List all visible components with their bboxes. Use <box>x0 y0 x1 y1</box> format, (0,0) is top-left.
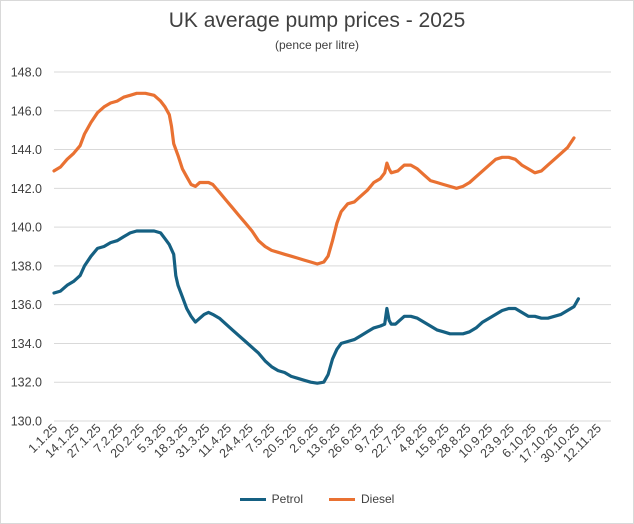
y-tick-label: 142.0 <box>11 182 42 196</box>
series-lines <box>52 91 580 385</box>
y-tick-label: 138.0 <box>11 259 42 273</box>
y-tick-label: 146.0 <box>11 104 42 118</box>
x-axis-ticks: 1.1.2514.1.2527.1.257.2.2520.2.255.3.251… <box>26 421 604 465</box>
y-tick-label: 148.0 <box>11 66 42 80</box>
series-line-petrol <box>52 229 580 385</box>
y-tick-label: 136.0 <box>11 298 42 312</box>
chart-title: UK average pump prices - 2025 <box>168 9 466 32</box>
series-line-diesel <box>52 91 576 266</box>
legend-label-diesel: Diesel <box>361 492 395 506</box>
legend-swatch-diesel <box>329 497 355 501</box>
y-tick-label: 134.0 <box>11 337 42 351</box>
grid-lines <box>54 71 611 422</box>
legend-label-petrol: Petrol <box>271 492 303 506</box>
legend-swatch-petrol <box>239 497 266 501</box>
y-axis-ticks: 130.0 132.0 134.0 136.0 138.0 140.0 142.0 144.0… <box>11 66 42 429</box>
y-tick-label: 140.0 <box>11 221 42 235</box>
y-tick-label: 130.0 <box>11 415 42 429</box>
legend-item-diesel: Diesel <box>329 492 394 506</box>
y-tick-label: 144.0 <box>11 143 42 157</box>
legend: Petrol Diesel <box>0 492 634 506</box>
y-tick-label: 132.0 <box>11 376 42 390</box>
chart-subtitle: (pence per litre) <box>274 38 360 52</box>
legend-item-petrol: Petrol <box>239 492 303 506</box>
